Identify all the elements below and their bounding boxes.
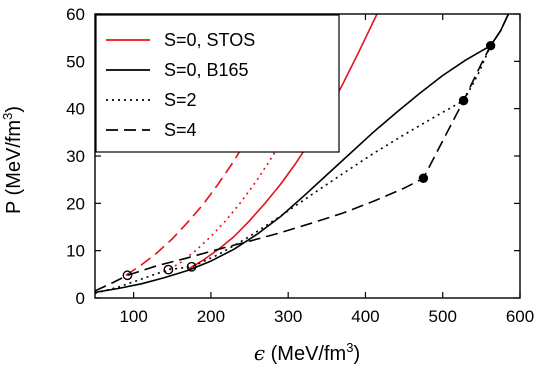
legend-label-s-0-b165: S=0, B165 xyxy=(164,60,249,80)
x-axis-label: ϵ (MeV/fm3) xyxy=(254,340,360,365)
y-tick-label-50: 50 xyxy=(66,52,85,71)
x-tick-label-500: 500 xyxy=(429,307,457,326)
y-axis-unit-close: ) xyxy=(3,106,25,113)
x-tick-label-300: 300 xyxy=(274,307,302,326)
x-tick-label-200: 200 xyxy=(197,307,225,326)
x-axis-unit-close: ) xyxy=(353,343,360,365)
tick-layer: 100 200 300 400 500 600 0 10 20 30 40 50 60 xyxy=(66,5,534,326)
y-axis-text: P (MeV/fm xyxy=(3,120,25,214)
y-axis-label: P (MeV/fm3) xyxy=(0,106,25,214)
x-axis-symbol: ϵ xyxy=(254,341,265,365)
legend-label-s-2: S=2 xyxy=(164,90,197,110)
y-tick-label-0: 0 xyxy=(76,289,85,308)
data-point-filled-5 xyxy=(485,41,496,51)
x-axis-unit-sup: 3 xyxy=(346,340,353,355)
data-point-open-2 xyxy=(186,261,197,272)
data-point-filled-3 xyxy=(418,173,429,183)
legend-box xyxy=(95,14,340,153)
data-point-open-0 xyxy=(122,270,133,281)
marker-layer xyxy=(122,41,496,281)
y-tick-label-10: 10 xyxy=(66,242,85,261)
y-tick-label-30: 30 xyxy=(66,147,85,166)
x-tick-label-600: 600 xyxy=(506,307,534,326)
data-point-filled-4 xyxy=(458,95,469,106)
y-axis-unit-sup: 3 xyxy=(0,113,15,120)
data-point-open-1 xyxy=(163,264,174,275)
series-line-s-0-b165 xyxy=(95,14,510,294)
x-tick-label-100: 100 xyxy=(119,307,147,326)
series-line-s-4-b165 xyxy=(95,14,510,292)
y-tick-label-40: 40 xyxy=(66,100,85,119)
legend-label-s-4: S=4 xyxy=(164,120,197,140)
y-tick-label-20: 20 xyxy=(66,194,85,213)
x-tick-label-400: 400 xyxy=(351,307,379,326)
legend-label-s-0-stos: S=0, STOS xyxy=(164,30,255,50)
x-axis-unit: (MeV/fm xyxy=(265,343,346,365)
y-tick-label-60: 60 xyxy=(66,5,85,24)
legend: S=0, STOS S=0, B165 S=2 S=4 xyxy=(95,14,340,153)
